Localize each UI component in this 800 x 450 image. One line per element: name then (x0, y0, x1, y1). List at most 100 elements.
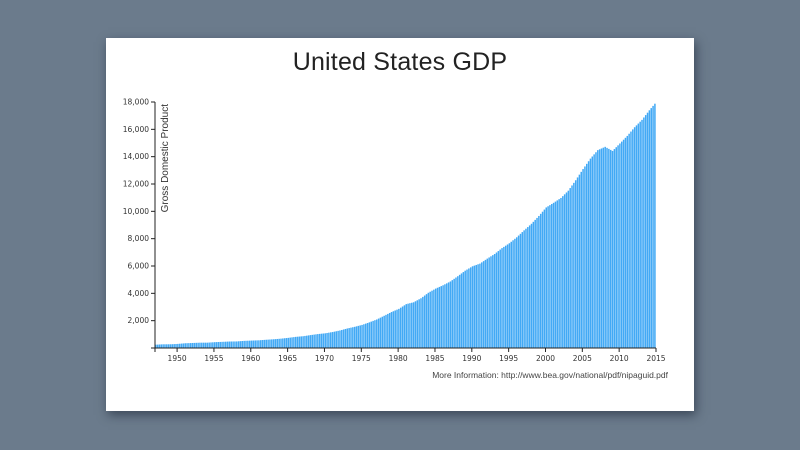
gdp-bar (591, 156, 594, 348)
gdp-bar (541, 211, 544, 348)
gdp-bar (350, 327, 352, 348)
gdp-bar (527, 227, 529, 348)
gdp-bar (431, 290, 433, 348)
gdp-bar (267, 339, 269, 348)
gdp-bar (606, 147, 608, 348)
x-tick-label: 1985 (425, 354, 444, 363)
gdp-bar (234, 341, 236, 348)
gdp-bar (551, 203, 553, 348)
gdp-bar (195, 342, 198, 348)
gdp-bar (377, 318, 380, 348)
gdp-bar (298, 336, 301, 348)
gdp-bar (464, 270, 466, 348)
gdp-bar (621, 141, 623, 348)
gdp-bar (212, 342, 214, 348)
gdp-bar (488, 257, 490, 348)
gdp-bar (156, 344, 159, 348)
gdp-bar (517, 235, 520, 348)
gdp-bar (199, 342, 201, 348)
gdp-bar (221, 341, 223, 348)
gdp-bar (368, 322, 371, 348)
gdp-bar (574, 180, 577, 348)
gdp-bar (567, 190, 570, 348)
gdp-bar (173, 344, 175, 348)
x-tick-label: 1965 (278, 354, 297, 363)
gdp-bar (280, 338, 282, 348)
gdp-bar (372, 320, 374, 348)
gdp-bar (440, 286, 443, 348)
y-tick-label: 6,000 (128, 262, 150, 271)
y-tick-label: 2,000 (128, 316, 150, 325)
gdp-bar (381, 316, 384, 348)
gdp-bar (190, 343, 192, 348)
gdp-bar (283, 338, 286, 348)
gdp-bar (580, 171, 582, 348)
gdp-bar (451, 280, 454, 348)
gdp-bar (416, 300, 419, 348)
gdp-bar (562, 196, 564, 348)
gdp-bar (510, 241, 512, 348)
gdp-bar (304, 335, 306, 348)
gdp-bar (554, 201, 557, 348)
gdp-bar (604, 146, 606, 348)
y-axis: 2,000 4,000 6,000 8,000 10,000 12,000 14,000 16… (123, 98, 156, 349)
gdp-bar (617, 145, 619, 348)
gdp-bar (399, 307, 402, 348)
gdp-bar (477, 264, 479, 348)
gdp-bar (418, 299, 420, 348)
gdp-bar (247, 340, 249, 348)
y-tick-label: 14,000 (123, 152, 149, 161)
gdp-bar (569, 188, 571, 348)
gdp-bar (291, 337, 293, 348)
gdp-bar (560, 197, 562, 348)
gdp-bar (484, 259, 487, 348)
gdp-bar (571, 185, 573, 348)
gdp-bar (180, 343, 183, 348)
gdp-bar (600, 148, 603, 348)
gdp-bar (436, 287, 439, 348)
gdp-bar (363, 324, 365, 348)
gdp-bar (164, 344, 166, 348)
gdp-bar (446, 283, 448, 348)
gdp-bar (171, 344, 174, 348)
gdp-bar (239, 341, 242, 348)
gdp-bar (595, 152, 597, 348)
gdp-bar (611, 150, 614, 348)
gdp-bar (223, 341, 225, 348)
gdp-bar (619, 143, 621, 348)
gdp-bar (652, 105, 654, 349)
gdp-bar (208, 342, 210, 348)
gdp-bar (434, 288, 437, 348)
gdp-bar (503, 246, 505, 348)
gdp-bar (578, 174, 581, 348)
gdp-bar (285, 338, 288, 348)
gdp-bar (307, 335, 310, 348)
bar-series (155, 103, 656, 349)
gdp-bar (598, 149, 601, 348)
gdp-bar (639, 121, 641, 349)
gdp-bar (438, 286, 441, 348)
gdp-bar (294, 336, 297, 348)
gdp-bar (573, 182, 575, 348)
gdp-bar (615, 147, 617, 348)
gdp-bar (633, 127, 636, 348)
x-tick-label: 2005 (573, 354, 592, 363)
gdp-bar (565, 192, 568, 348)
gdp-bar (497, 251, 500, 348)
gdp-bar (166, 344, 168, 348)
gdp-bar (300, 336, 303, 348)
x-tick-label: 1995 (499, 354, 518, 363)
gdp-bar (460, 273, 463, 348)
gdp-bar (473, 265, 476, 348)
gdp-bar (339, 330, 341, 348)
gdp-bar (401, 306, 404, 348)
gdp-bar (315, 334, 317, 348)
gdp-bar (398, 308, 400, 348)
gdp-bar (532, 221, 535, 348)
gdp-bar (495, 252, 498, 348)
gdp-bar (320, 333, 323, 348)
gdp-bar (558, 199, 560, 348)
gdp-bar (648, 110, 651, 348)
gdp-bar (296, 336, 299, 348)
gdp-bar (271, 339, 273, 348)
